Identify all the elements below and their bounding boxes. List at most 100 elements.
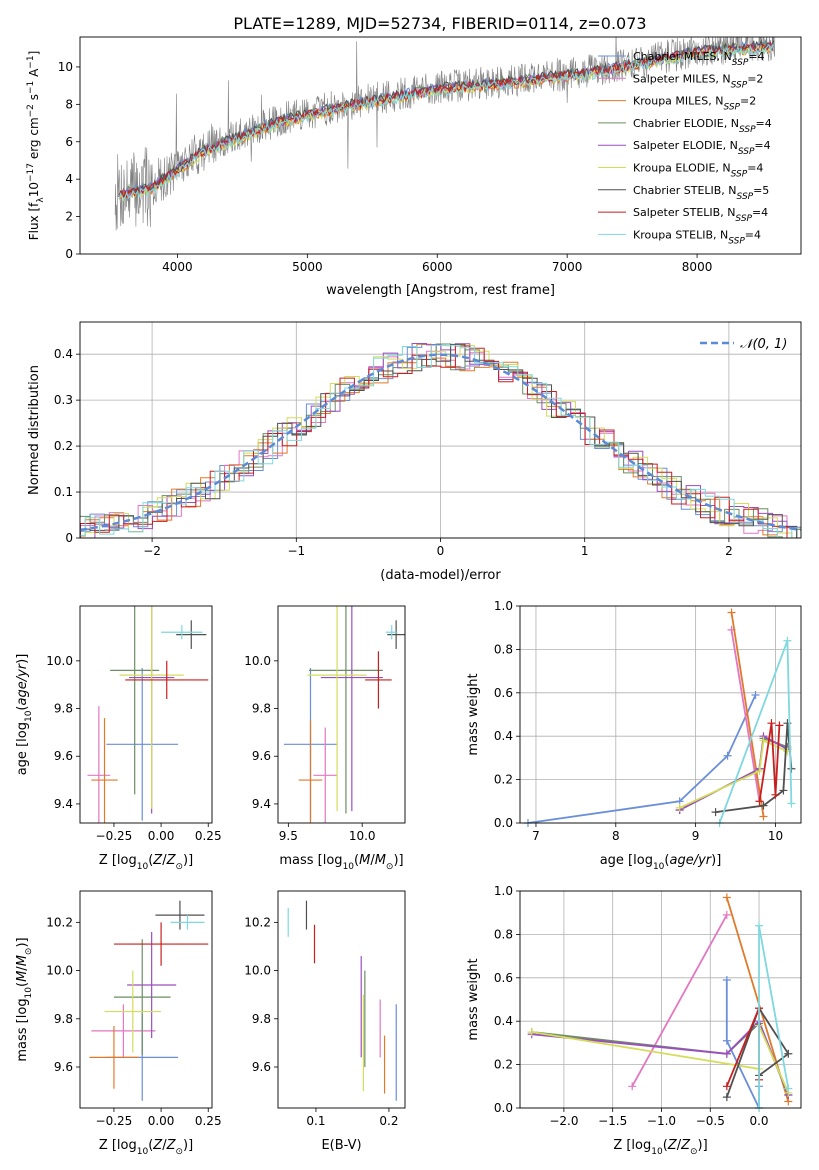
legend-entry: Salpeter ELODIE, NSSP=4 <box>633 139 771 157</box>
histogram-series <box>80 344 801 538</box>
y-axis-label: mass weight <box>466 673 481 755</box>
y-tick-label: 0.0 <box>494 816 513 830</box>
legend-entry: Chabrier MILES, NSSP=4 <box>633 50 765 68</box>
y-tick-label: 9.6 <box>252 1060 271 1074</box>
y-tick-label: 1.0 <box>494 884 513 898</box>
x-tick-label: 0 <box>437 544 445 558</box>
legend-entry: Kroupa ELODIE, NSSP=4 <box>633 162 763 180</box>
x-tick-label: 0.25 <box>195 1114 222 1128</box>
weight-point-marker <box>787 799 796 808</box>
histogram-series <box>80 345 801 538</box>
x-axis-label: E(B-V) <box>321 1138 361 1153</box>
y-tick-label: 0.2 <box>494 1058 513 1072</box>
y-tick-label: 8 <box>65 97 73 111</box>
x-tick-label: 8000 <box>682 260 713 274</box>
legend-entry: Kroupa STELIB, NSSP=4 <box>633 228 761 246</box>
x-tick-label: −1.0 <box>647 1114 676 1128</box>
histogram-series <box>80 345 801 538</box>
x-tick-label: −1.5 <box>598 1114 627 1128</box>
weight-point-marker <box>722 893 731 902</box>
weight-point-marker <box>755 797 764 806</box>
y-tick-label: 10.0 <box>46 654 73 668</box>
weight-point-marker <box>722 1093 731 1102</box>
panel-age_vs_mass: 9.5 10.0 9.4 9.6 9.8 10.0 mass [log10(M/M⊙)] <box>244 605 406 872</box>
y-tick-label: 9.8 <box>252 702 271 716</box>
x-axis-label: Z [log10(Z/Z⊙)] <box>99 1138 193 1157</box>
y-tick-label: 0.6 <box>494 971 513 985</box>
weight-series-line <box>725 980 760 1108</box>
y-tick-label: 0 <box>65 247 73 261</box>
x-tick-label: 7000 <box>552 260 583 274</box>
panel-age_vs_Z: −0.25 0.00 0.25 9.4 9.6 9.8 10.0 Z [log10(Z/Z⊙)… <box>15 605 222 872</box>
weight-point-marker <box>727 608 736 617</box>
axes-frame <box>79 321 802 539</box>
weight-point-marker <box>722 1049 731 1058</box>
weight-series-line <box>730 612 765 817</box>
x-axis-label: Z [log10(Z/Z⊙)] <box>99 853 193 872</box>
weight-point-marker <box>628 1082 637 1091</box>
legend-entry: Salpeter MILES, NSSP=2 <box>633 72 763 90</box>
legend-entry: Kroupa MILES, NSSP=2 <box>633 95 756 113</box>
y-tick-label: 9.8 <box>54 1012 73 1026</box>
weight-series-line <box>679 739 788 809</box>
x-axis-label: age [log10(age/yr)] <box>600 853 722 872</box>
y-tick-label: 10.0 <box>46 964 73 978</box>
weight-series-line <box>718 640 793 823</box>
axes-frame <box>79 890 213 1109</box>
weight-point-marker <box>759 812 768 821</box>
weight-point-marker <box>755 921 764 930</box>
weight-point-marker <box>751 690 760 699</box>
axes-frame <box>519 890 802 1109</box>
y-tick-label: 1.0 <box>494 599 513 613</box>
x-tick-label: −0.5 <box>696 1114 725 1128</box>
panel-weight_vs_age: 7 8 9 10 0.0 0.2 0.4 0.6 0.8 1.0 age [log10(age/yr… <box>466 599 802 872</box>
x-tick-label: 10 <box>768 829 783 843</box>
x-tick-label: 1 <box>581 544 589 558</box>
y-axis-label: age [log10(age/yr)] <box>15 654 34 776</box>
panel-spectrum: 4000 5000 6000 7000 8000 0 2 4 6 8 10 wavelength [A… <box>26 36 802 298</box>
x-tick-label: 0.0 <box>749 1114 768 1128</box>
axes-frame <box>277 605 406 824</box>
legend-entry: 𝒩(0, 1) <box>740 337 787 352</box>
weight-point-marker <box>722 1082 731 1091</box>
spectrum-model-line <box>118 39 775 197</box>
x-tick-label: 9 <box>692 829 700 843</box>
y-tick-label: 2 <box>65 210 73 224</box>
x-axis-label: wavelength [Angstrom, rest frame] <box>326 283 555 298</box>
weight-series-line <box>527 694 757 823</box>
x-tick-label: −0.25 <box>96 1114 133 1128</box>
x-tick-label: −2 <box>143 544 161 558</box>
y-tick-label: 0.1 <box>54 485 73 499</box>
weight-point-marker <box>723 751 732 760</box>
x-tick-label: 8 <box>612 829 620 843</box>
x-axis-label: mass [log10(M/M⊙)] <box>279 853 403 872</box>
panel-mass_vs_Z: −0.25 0.00 0.25 9.6 9.8 10.0 10.2 Z [log10(Z/Z⊙… <box>15 890 222 1157</box>
y-tick-label: 0.4 <box>54 347 73 361</box>
x-tick-label: −0.25 <box>96 829 133 843</box>
weight-point-marker <box>722 1036 731 1045</box>
y-tick-label: 9.8 <box>252 1012 271 1026</box>
weight-point-marker <box>784 1049 793 1058</box>
y-tick-label: 0.2 <box>494 773 513 787</box>
histogram-series <box>80 350 801 538</box>
y-tick-label: 9.6 <box>252 749 271 763</box>
axes-frame <box>79 605 213 824</box>
weight-point-marker <box>779 786 788 795</box>
y-tick-label: 9.6 <box>54 749 73 763</box>
y-tick-label: 0.6 <box>494 686 513 700</box>
y-tick-label: 9.6 <box>54 1060 73 1074</box>
weight-point-marker <box>711 808 720 817</box>
histogram-series <box>80 343 801 538</box>
y-tick-label: 0.0 <box>494 1101 513 1115</box>
x-tick-label: −2.0 <box>549 1114 578 1128</box>
y-tick-label: 0.4 <box>494 1014 513 1028</box>
weight-point-marker <box>722 910 731 919</box>
y-tick-label: 4 <box>65 172 73 186</box>
spectrum-model-line <box>118 41 774 198</box>
y-tick-label: 0.4 <box>494 729 513 743</box>
spectrum-model-line <box>118 43 775 201</box>
weight-point-marker <box>755 766 764 775</box>
y-tick-label: 10.2 <box>46 915 73 929</box>
legend-entry: Chabrier ELODIE, NSSP=4 <box>633 117 772 135</box>
